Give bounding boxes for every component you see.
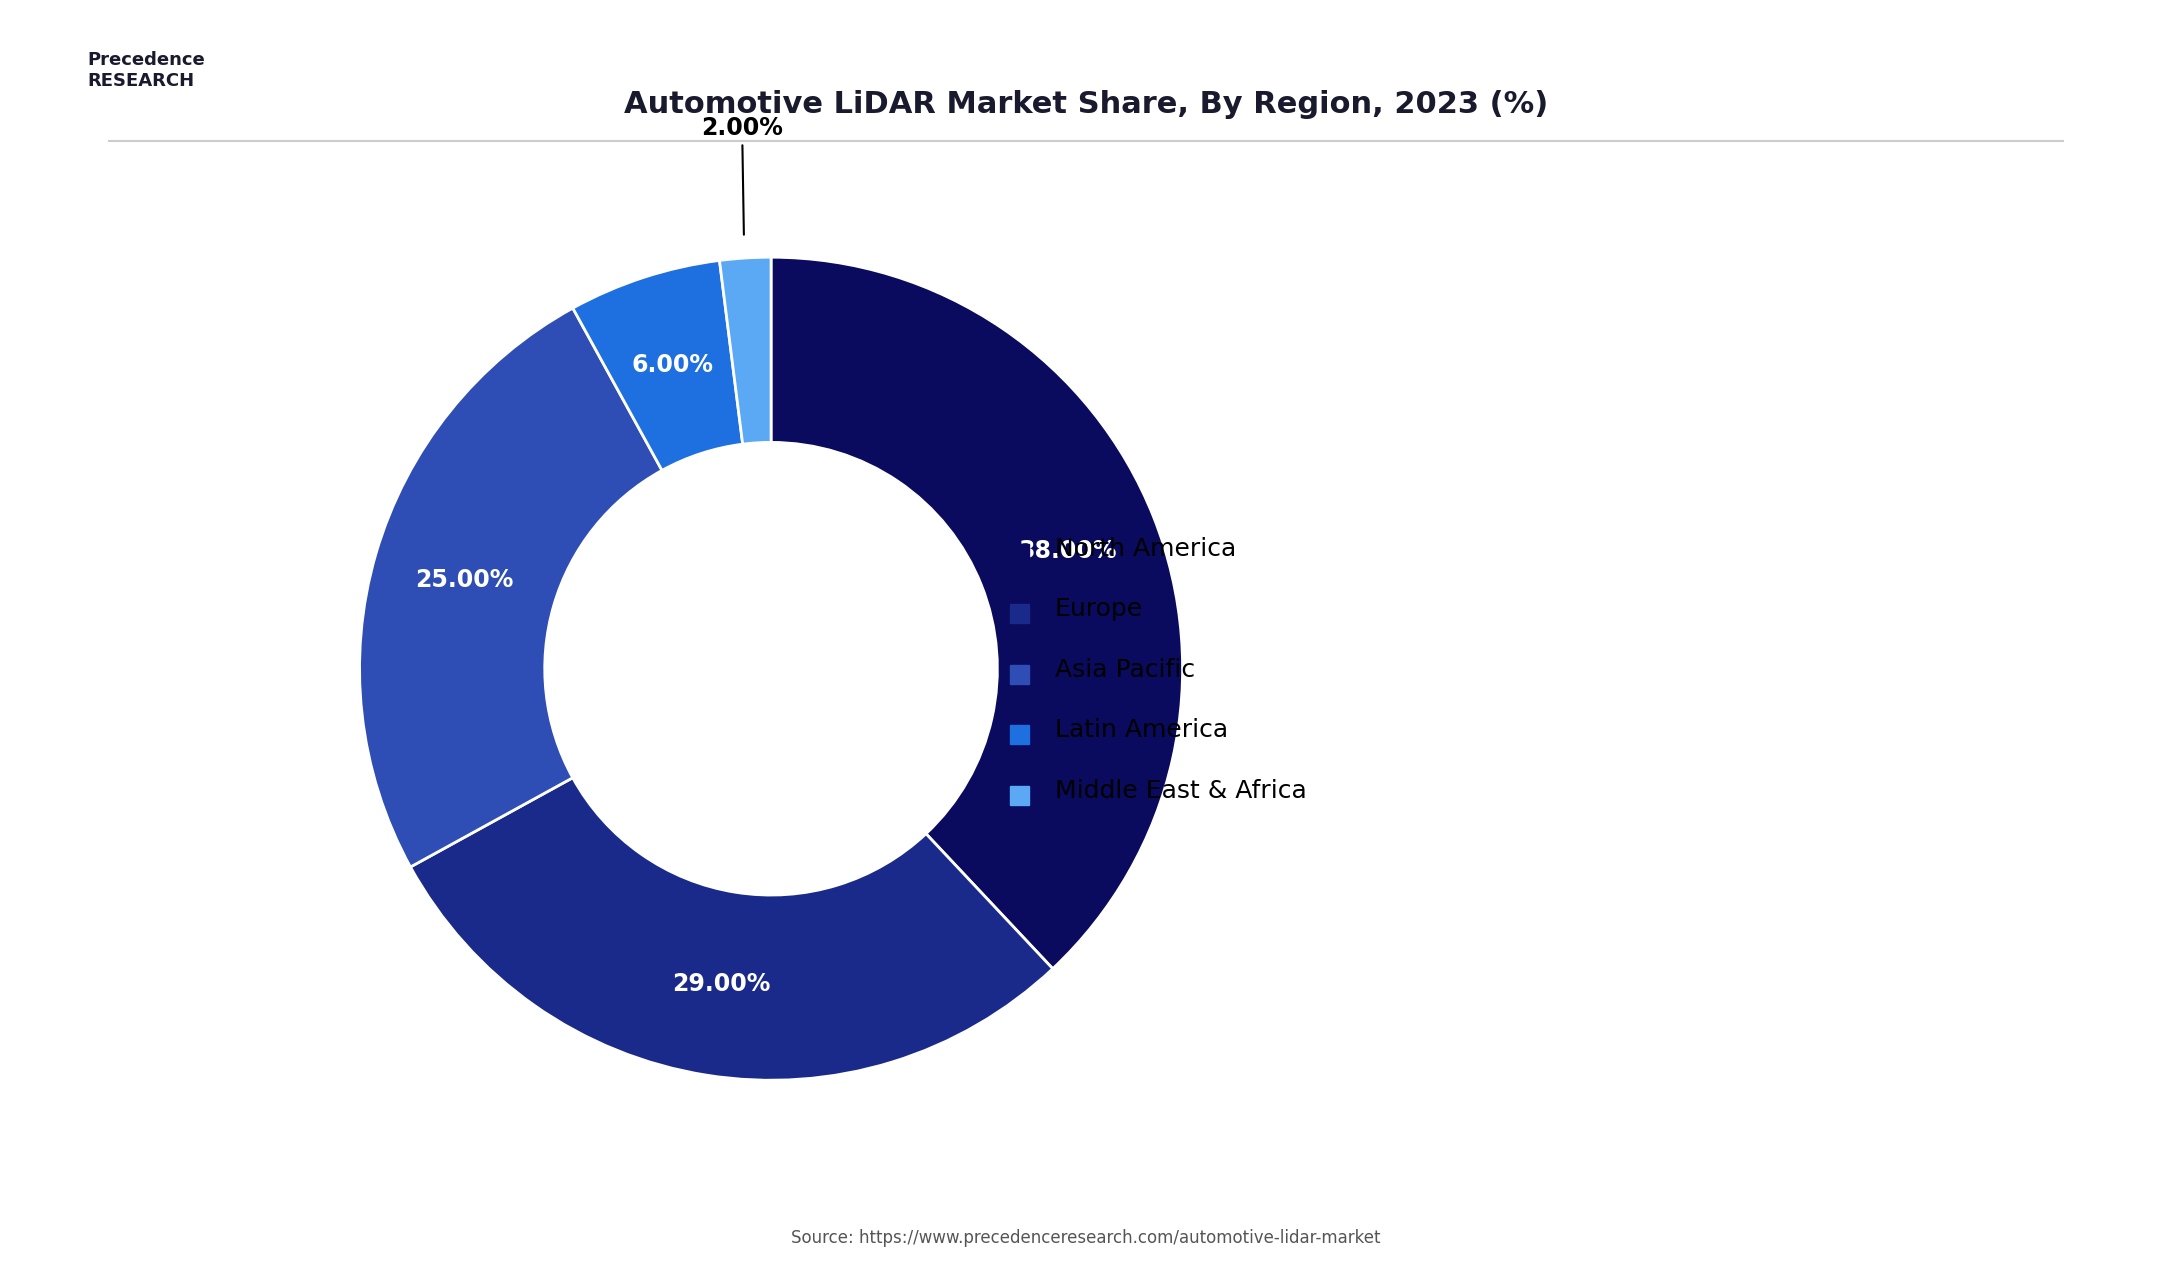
Text: Automotive LiDAR Market Share, By Region, 2023 (%): Automotive LiDAR Market Share, By Region…	[623, 90, 1549, 120]
Wedge shape	[411, 778, 1053, 1080]
Text: 25.00%: 25.00%	[415, 567, 515, 592]
Wedge shape	[361, 309, 662, 867]
Wedge shape	[573, 261, 743, 471]
Text: 2.00%: 2.00%	[702, 116, 784, 235]
Text: 38.00%: 38.00%	[1019, 539, 1116, 563]
Text: Source: https://www.precedenceresearch.com/automotive-lidar-market: Source: https://www.precedenceresearch.c…	[791, 1229, 1381, 1247]
Text: Precedence
RESEARCH: Precedence RESEARCH	[87, 51, 204, 90]
Wedge shape	[771, 257, 1182, 968]
Wedge shape	[719, 257, 771, 444]
Text: 29.00%: 29.00%	[671, 972, 771, 995]
Text: 6.00%: 6.00%	[632, 354, 715, 377]
Legend: North America, Europe, Asia Pacific, Latin America, Middle East & Africa: North America, Europe, Asia Pacific, Lat…	[1010, 532, 1308, 805]
